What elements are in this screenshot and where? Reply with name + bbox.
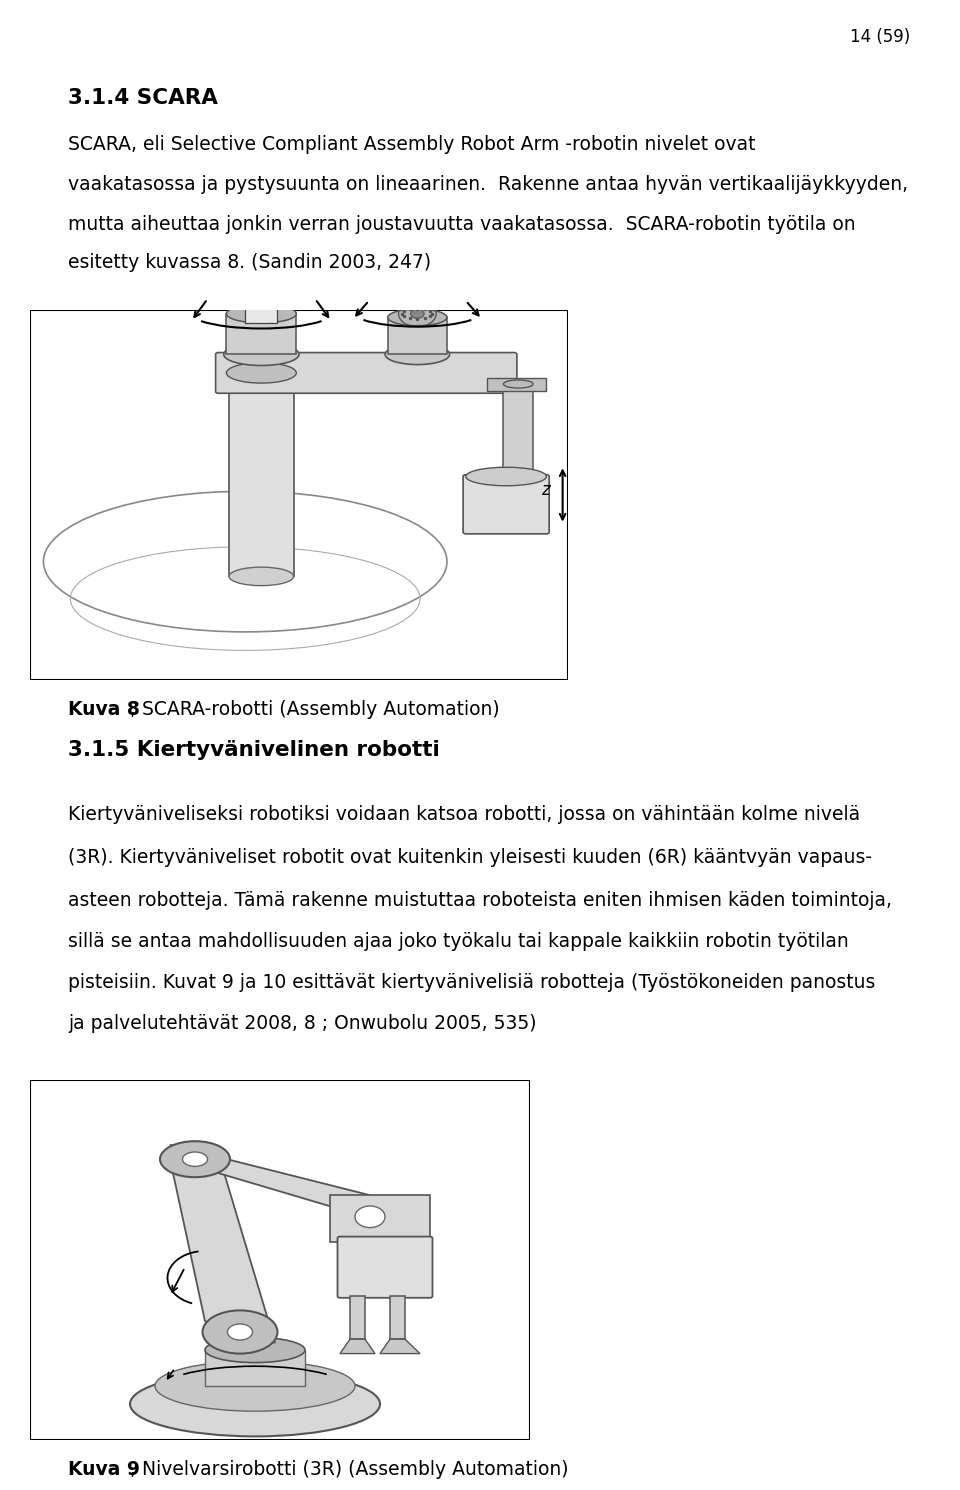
Text: 3.1.4 SCARA: 3.1.4 SCARA: [68, 88, 218, 107]
FancyBboxPatch shape: [338, 1237, 433, 1298]
Ellipse shape: [227, 362, 297, 383]
Polygon shape: [390, 1296, 405, 1340]
Text: z: z: [541, 481, 550, 499]
Ellipse shape: [229, 568, 294, 586]
Bar: [229, 372, 294, 577]
Text: Kiertyväniveliseksi robotiksi voidaan katsoa robotti, jossa on vähintään kolme n: Kiertyväniveliseksi robotiksi voidaan ka…: [68, 805, 860, 824]
Bar: [330, 1195, 430, 1243]
Text: 14 (59): 14 (59): [850, 28, 910, 46]
Ellipse shape: [385, 344, 449, 365]
FancyBboxPatch shape: [216, 353, 516, 393]
Polygon shape: [380, 1340, 420, 1353]
Bar: [227, 314, 297, 355]
Ellipse shape: [160, 1141, 230, 1177]
Bar: [245, 304, 277, 323]
Text: asteen robotteja. Tämä rakenne muistuttaa roboteista eniten ihmisen käden toimin: asteen robotteja. Tämä rakenne muistutta…: [68, 891, 892, 910]
Ellipse shape: [130, 1372, 380, 1436]
Bar: [503, 384, 533, 477]
Text: 3.1.5 Kiertyvänivelinen robotti: 3.1.5 Kiertyvänivelinen robotti: [68, 741, 440, 760]
Polygon shape: [170, 1144, 390, 1223]
Ellipse shape: [227, 304, 297, 323]
Text: sillä se antaa mahdollisuuden ajaa joko työkalu tai kappale kaikkiin robotin työ: sillä se antaa mahdollisuuden ajaa joko …: [68, 933, 849, 951]
Text: Kuva 9: Kuva 9: [68, 1460, 140, 1480]
Text: pisteisiin. Kuvat 9 ja 10 esittävät kiertyvänivelisiä robotteja (Työstökoneiden : pisteisiin. Kuvat 9 ja 10 esittävät kier…: [68, 973, 876, 992]
Ellipse shape: [224, 343, 299, 365]
Ellipse shape: [355, 1205, 385, 1228]
Text: (3R). Kiertyväniveliset robotit ovat kuitenkin yleisesti kuuden (6R) kääntvyän v: (3R). Kiertyväniveliset robotit ovat kui…: [68, 848, 872, 867]
Polygon shape: [170, 1159, 275, 1342]
Bar: [388, 317, 447, 355]
Text: , SCARA-robotti (Assembly Automation): , SCARA-robotti (Assembly Automation): [131, 700, 500, 720]
Ellipse shape: [228, 1325, 252, 1340]
Ellipse shape: [182, 1152, 207, 1167]
Ellipse shape: [203, 1310, 277, 1353]
Ellipse shape: [205, 1338, 305, 1362]
Polygon shape: [340, 1340, 375, 1353]
Text: SCARA, eli Selective Compliant Assembly Robot Arm -robotin nivelet ovat: SCARA, eli Selective Compliant Assembly …: [68, 136, 756, 153]
Text: esitetty kuvassa 8. (Sandin 2003, 247): esitetty kuvassa 8. (Sandin 2003, 247): [68, 253, 431, 273]
Text: , Nivelvarsirobotti (3R) (Assembly Automation): , Nivelvarsirobotti (3R) (Assembly Autom…: [131, 1460, 569, 1480]
Polygon shape: [350, 1296, 365, 1340]
FancyBboxPatch shape: [463, 475, 549, 533]
Bar: [488, 378, 546, 392]
Ellipse shape: [466, 468, 546, 486]
Bar: [205, 1350, 305, 1386]
Text: ja palvelutehtävät 2008, 8 ; Onwubolu 2005, 535): ja palvelutehtävät 2008, 8 ; Onwubolu 20…: [68, 1015, 537, 1033]
Text: Kuva 8: Kuva 8: [68, 700, 140, 720]
Ellipse shape: [388, 308, 447, 326]
Text: vaakatasossa ja pystysuunta on lineaarinen.  Rakenne antaa hyvän vertikaalijäykk: vaakatasossa ja pystysuunta on lineaarin…: [68, 174, 908, 194]
Ellipse shape: [155, 1360, 355, 1411]
Ellipse shape: [411, 308, 424, 319]
Ellipse shape: [229, 364, 294, 381]
Text: mutta aiheuttaa jonkin verran joustavuutta vaakatasossa.  SCARA-robotin työtila : mutta aiheuttaa jonkin verran joustavuut…: [68, 215, 855, 234]
Ellipse shape: [503, 380, 533, 387]
